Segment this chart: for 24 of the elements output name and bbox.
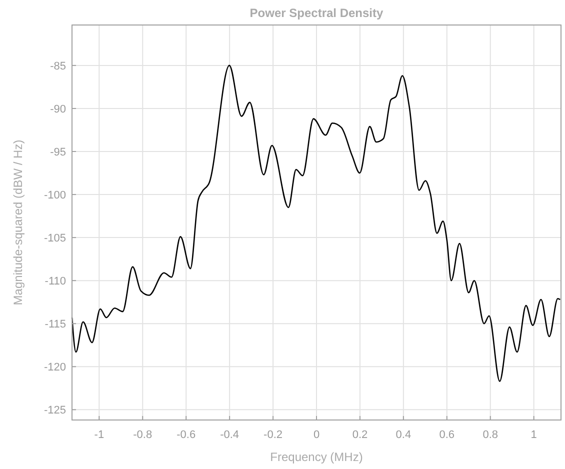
x-tick-label: 0.2 [352, 429, 368, 441]
y-tick-label: -100 [44, 189, 66, 202]
line-series [71, 64, 561, 382]
chart-title: Power Spectral Density [250, 6, 384, 20]
x-tick-label: -0.8 [133, 429, 152, 441]
x-tick-label: 0.4 [396, 429, 412, 441]
y-tick-label: -110 [44, 275, 66, 288]
x-tick-label: -1 [94, 429, 104, 441]
y-tick-label: -125 [44, 404, 66, 417]
x-tick-label: 0.8 [482, 429, 498, 441]
y-tick-label: -90 [50, 103, 66, 116]
y-tick-label: -115 [44, 318, 66, 330]
y-tick-label: -105 [44, 232, 66, 244]
y-tick-label: -85 [50, 60, 66, 72]
x-tick-label: -0.6 [176, 429, 196, 441]
x-axis-title: Frequency (MHz) [270, 450, 363, 464]
x-tick-label: 1 [530, 429, 537, 441]
y-tick-label: -120 [44, 361, 66, 374]
x-tick-label: -0.4 [220, 429, 240, 441]
x-tick-label: -0.2 [264, 429, 283, 441]
x-tick-label: 0 [313, 429, 320, 441]
y-tick-label: -95 [50, 146, 66, 158]
y-axis-title: Magnitude-squared (dBW / Hz) [11, 140, 25, 306]
x-tick-label: 0.6 [439, 429, 455, 441]
